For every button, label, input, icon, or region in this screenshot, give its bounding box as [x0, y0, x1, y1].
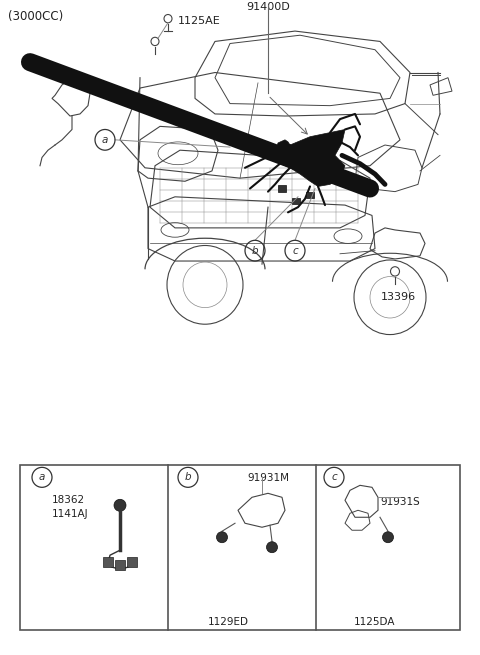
Circle shape — [266, 542, 277, 553]
FancyBboxPatch shape — [127, 557, 137, 567]
Text: (3000CC): (3000CC) — [8, 10, 63, 24]
Text: a: a — [102, 135, 108, 145]
FancyBboxPatch shape — [103, 557, 113, 567]
FancyBboxPatch shape — [115, 560, 125, 570]
Text: a: a — [39, 472, 45, 482]
Text: 1125DA: 1125DA — [354, 617, 396, 627]
Polygon shape — [275, 130, 345, 187]
Text: 13396: 13396 — [381, 292, 416, 302]
Circle shape — [383, 532, 394, 543]
Text: 91400D: 91400D — [246, 2, 290, 12]
Text: 1125AE: 1125AE — [178, 16, 221, 26]
Text: b: b — [252, 246, 258, 255]
FancyBboxPatch shape — [306, 192, 314, 198]
Text: 1129ED: 1129ED — [207, 617, 249, 627]
Text: b: b — [185, 472, 192, 482]
Text: c: c — [292, 246, 298, 255]
Circle shape — [216, 532, 228, 543]
FancyBboxPatch shape — [292, 198, 300, 204]
Text: 91931S: 91931S — [380, 497, 420, 508]
Text: 18362
1141AJ: 18362 1141AJ — [52, 495, 89, 519]
Text: 91931M: 91931M — [247, 474, 289, 483]
FancyBboxPatch shape — [278, 185, 286, 192]
Text: c: c — [331, 472, 337, 482]
Circle shape — [114, 499, 126, 512]
